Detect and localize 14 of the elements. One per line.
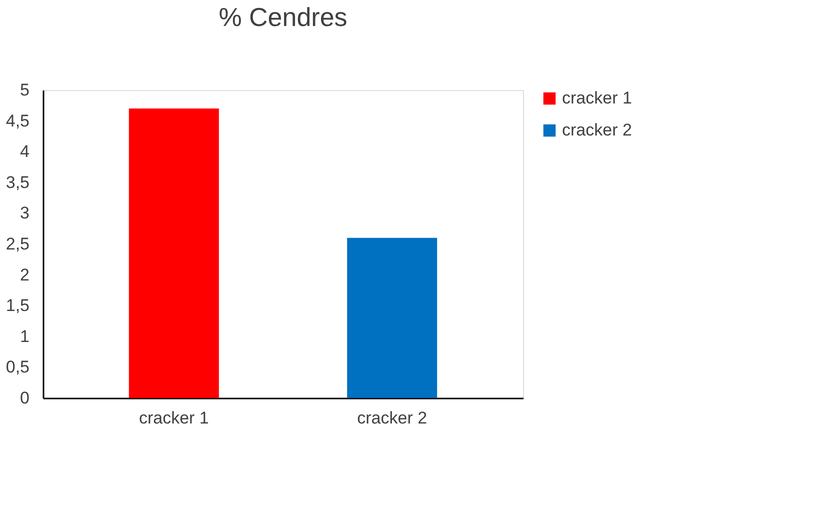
y-tick-label: 1 — [20, 326, 30, 346]
y-tick-label: 5 — [20, 80, 30, 100]
y-tick-label: 3,5 — [6, 172, 30, 192]
legend-label: cracker 1 — [562, 88, 632, 108]
y-tick-label: 4 — [20, 142, 30, 162]
y-tick-label: 3 — [20, 204, 30, 223]
y-tick-label: 2,5 — [6, 234, 30, 254]
y-tick-label: 0 — [20, 388, 30, 408]
chart-title: % Cendres — [218, 2, 348, 32]
y-tick-label: 0,5 — [6, 358, 30, 377]
y-tick-label: 4,5 — [6, 111, 30, 130]
y-tick-label: 1,5 — [6, 296, 30, 316]
legend-label: cracker 2 — [562, 120, 632, 140]
y-tick-label: 2 — [20, 265, 30, 284]
